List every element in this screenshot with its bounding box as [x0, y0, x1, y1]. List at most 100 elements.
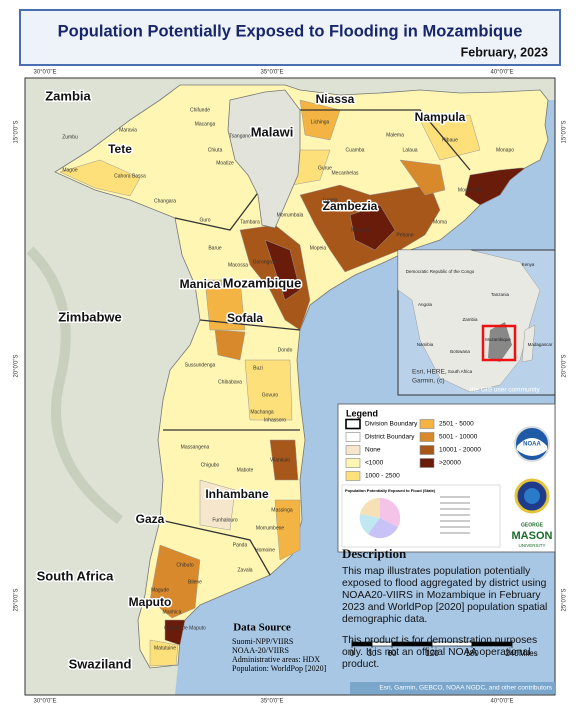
legend-swatch [345, 445, 361, 455]
district-label: Buzi [253, 365, 263, 371]
district-label: Cahora Bassa [114, 173, 146, 179]
district-label: Macossa [228, 262, 248, 268]
country-label: Mozambique [223, 275, 302, 290]
district-label: Barue [208, 245, 222, 251]
scale-label: 120 [425, 649, 439, 658]
terrain [26, 246, 124, 524]
legend-swatch [419, 419, 435, 429]
legend-swatch [419, 432, 435, 442]
data-source-line: Administrative areas: HDX [232, 655, 320, 664]
logo-text: GEORGE [521, 522, 544, 528]
district-label: Tambara [240, 219, 260, 225]
district-label: Macanga [195, 121, 216, 127]
district-label: Gurue [318, 165, 332, 171]
inset-label: Kenya [522, 262, 535, 267]
inset-label: Angola [418, 302, 433, 307]
logo-text: MASON [512, 530, 553, 542]
pie-panel: Population Potentially Exposed to Flood … [341, 484, 501, 548]
province-label: Inhambane [205, 487, 269, 501]
graticule-label: 30°0'0"E [33, 70, 56, 76]
graticule-label: 20°0'0"S [562, 354, 568, 377]
province-label: Tete [108, 142, 132, 156]
district-label: Mogovolas [458, 187, 483, 193]
data-source-line: NOAA-20/VIIRS [232, 646, 289, 655]
attribution: Esri, Garmin, GEBCO, NOAA NGDC, and othe… [379, 685, 552, 692]
inset-credit: the GIS user community [470, 387, 540, 394]
description-paragraph: This map illustrates population potentia… [342, 566, 548, 625]
inset-label: Madagascar [528, 342, 553, 347]
legend-label: District Boundary [365, 434, 415, 441]
district-label: Pebane [396, 232, 413, 238]
district-label: Sussundenga [185, 362, 216, 368]
district-label: Homoine [255, 547, 275, 553]
province-label: Niassa [316, 92, 355, 106]
inset-label: Botswana [450, 349, 470, 354]
province-label: Maputo [129, 595, 172, 609]
district-label: Panda [233, 542, 248, 548]
legend-swatch [419, 445, 435, 455]
graticule-label: 20°0'0"S [14, 354, 20, 377]
district-label: Matutuine [154, 645, 176, 651]
province-label: Sofala [227, 311, 263, 325]
district-label: Tsangano [229, 133, 251, 139]
legend-label: <1000 [365, 460, 384, 467]
division-boundary [199, 319, 301, 331]
country-label: South Africa [37, 568, 115, 583]
inset-credit: Esri, HERE, [412, 369, 447, 376]
graticule-label: 30°0'0"E [33, 699, 56, 705]
district-label: Machanga [250, 409, 274, 415]
division-boundary [159, 519, 271, 576]
district-label: Mabote [237, 467, 254, 473]
province-label: Gaza [136, 512, 165, 526]
district-label: Lalaua [402, 147, 417, 153]
scale-label: 60 [388, 649, 397, 658]
district-label: Zumbu [62, 134, 78, 140]
title: Population Potentially Exposed to Floodi… [58, 22, 523, 40]
district-label: Mocuba [351, 227, 369, 233]
data-source-line: Suomi-NPP/VIIRS [232, 637, 293, 646]
inset-label: Tanzania [491, 292, 510, 297]
district-label: Funhalouro [212, 517, 238, 523]
district-label: Chibabava [218, 379, 242, 385]
description: Description This map illustrates populat… [342, 547, 556, 680]
legend-label: Division Boundary [365, 421, 418, 428]
scale-unit: Miles [519, 649, 538, 658]
country-label: Swaziland [69, 656, 132, 671]
district-label: Lugela [322, 197, 337, 203]
legend-items: Division Boundary District Boundary None <1… [345, 418, 481, 481]
district-label: Massinga [271, 507, 293, 513]
country-label: Zimbabwe [58, 309, 122, 324]
country-label: Zambia [45, 88, 91, 103]
district-label: Mecanhelas [332, 170, 359, 176]
legend-swatch [345, 458, 361, 468]
district-label: Dondo [278, 347, 293, 353]
legend-title: Legend [346, 408, 378, 418]
district-label: Inhassoro [264, 417, 286, 423]
inset-label: Namibia [417, 342, 434, 347]
district-labels: Chifunde Macanga Tsangano Maravia Zumbu Chiut… [62, 107, 514, 651]
district-label: Morrumbala [277, 212, 304, 218]
district-label: Monapo [496, 147, 514, 153]
graticule-label: 25°0'0"S [562, 588, 568, 611]
district-label: Chigubo [201, 462, 220, 468]
inset-map: Democratic Republic of the Congo Tanzani… [397, 249, 556, 396]
district-label: Vilankulo [270, 457, 290, 463]
district-label: Malema [386, 132, 404, 138]
district-label: Magoe [62, 167, 78, 173]
scale-label: 0 [350, 649, 355, 658]
province-label: Zambezia [323, 199, 378, 213]
province-label: Manica [180, 277, 221, 291]
legend-swatch [345, 432, 361, 442]
logos: NOAA GEORGE MASON UNIVERSITY [512, 426, 553, 548]
district-label: Changara [154, 198, 176, 204]
district-label: Morrumbene [256, 525, 285, 531]
district-label: Cuamba [346, 147, 365, 153]
legend-label: None [365, 447, 381, 454]
division-boundary [300, 109, 471, 171]
district-label: Govuro [262, 392, 279, 398]
logo-text: NOAA [523, 442, 541, 448]
district-label: Manhica [163, 609, 182, 615]
district-label: Mopeia [310, 245, 327, 251]
